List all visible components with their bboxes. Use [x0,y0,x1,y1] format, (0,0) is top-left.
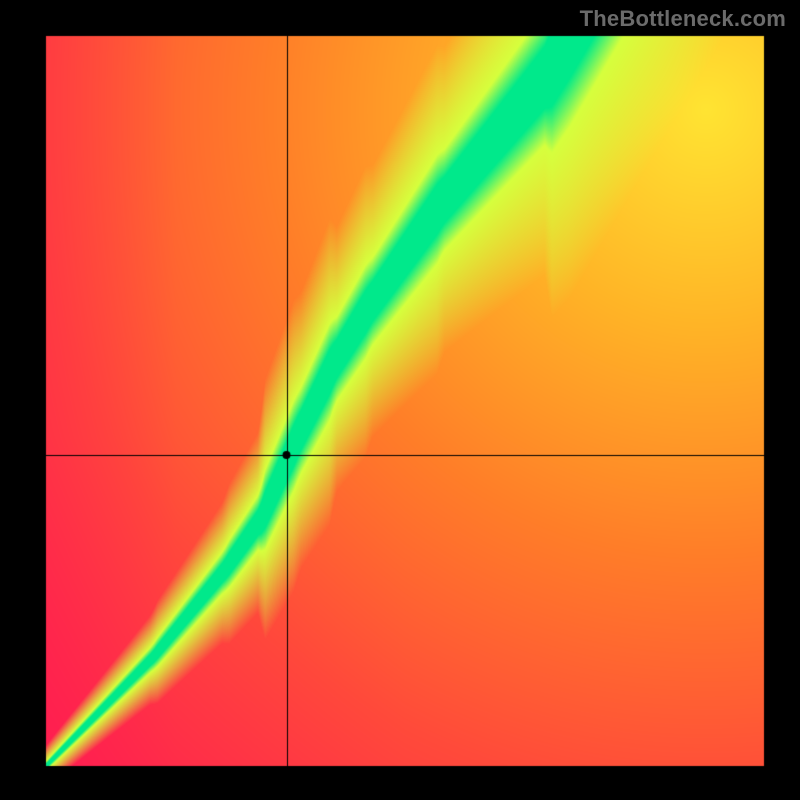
bottleneck-heatmap [0,0,800,800]
watermark-text: TheBottleneck.com [580,6,786,32]
